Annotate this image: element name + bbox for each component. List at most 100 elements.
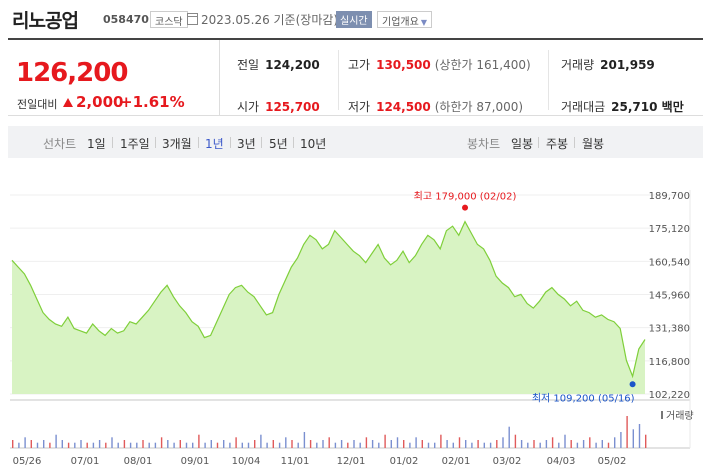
volume-bar bbox=[502, 437, 504, 448]
volume-bar bbox=[266, 442, 268, 448]
amount-value: 25,710 백만 bbox=[611, 100, 684, 114]
volume-bar bbox=[403, 440, 405, 448]
calendar-icon bbox=[187, 13, 198, 25]
period-1y[interactable]: 1년 bbox=[205, 137, 224, 151]
period-1d[interactable]: 1일 bbox=[87, 137, 106, 151]
volume-bar bbox=[589, 437, 591, 448]
prev-close-label: 전일 bbox=[237, 58, 260, 72]
volume-bar bbox=[61, 440, 63, 448]
volume-bar bbox=[192, 442, 194, 448]
volume-bar bbox=[359, 442, 361, 448]
volume-bar bbox=[396, 437, 399, 448]
period-3y[interactable]: 3년 bbox=[237, 137, 256, 151]
volume-bar bbox=[241, 442, 243, 448]
y-tick-label: 102,220 bbox=[649, 390, 690, 401]
open-label: 시가 bbox=[237, 100, 260, 114]
volume-bar bbox=[254, 440, 256, 448]
y-tick-label: 116,800 bbox=[649, 357, 690, 368]
high-value: 130,500 bbox=[376, 58, 431, 72]
volume-bar bbox=[434, 442, 436, 448]
high-label: 고가 bbox=[348, 58, 371, 72]
volume-bar bbox=[427, 442, 430, 448]
upper-limit: (상한가 161,400) bbox=[434, 58, 531, 72]
volume-bar bbox=[620, 432, 622, 448]
volume-bar bbox=[645, 434, 647, 448]
x-tick-label: 11/01 bbox=[281, 456, 310, 467]
candle-weekly[interactable]: 주봉 bbox=[546, 137, 569, 151]
up-triangle-icon bbox=[63, 98, 73, 107]
volume-bar bbox=[278, 442, 281, 448]
x-tick-label: 04/03 bbox=[547, 456, 576, 467]
volume-bar bbox=[514, 434, 517, 448]
volume-bar bbox=[558, 442, 560, 448]
chevron-down-icon: ▼ bbox=[420, 18, 427, 27]
amount-label: 거래대금 bbox=[561, 100, 606, 114]
volume-bar bbox=[198, 434, 200, 448]
y-tick-label: 145,960 bbox=[649, 291, 690, 302]
volume-cell: 거래량 201,959 bbox=[561, 56, 655, 73]
volume-bar bbox=[471, 442, 473, 448]
volume-bar bbox=[303, 432, 306, 448]
candle-monthly[interactable]: 월봉 bbox=[582, 137, 605, 151]
volume-bar bbox=[117, 442, 119, 448]
volume-bar bbox=[365, 437, 368, 448]
volume-bar bbox=[421, 440, 423, 448]
volume-bar bbox=[129, 442, 132, 448]
volume-bar bbox=[347, 442, 349, 448]
period-5y[interactable]: 5년 bbox=[269, 137, 288, 151]
volume-bar bbox=[458, 437, 461, 448]
current-price-box: 126,200 전일대비 2,000 +1.61% bbox=[8, 40, 220, 116]
volume-bar bbox=[30, 440, 32, 448]
volume-bar bbox=[173, 442, 175, 448]
volume-bar bbox=[74, 442, 76, 448]
y-tick-label: 175,120 bbox=[649, 224, 690, 235]
volume-bar bbox=[167, 440, 169, 448]
low-cell: 저가 124,500 (하한가 87,000) bbox=[348, 98, 523, 115]
prev-close-cell: 전일 124,200 bbox=[237, 56, 320, 73]
volume-bar bbox=[322, 440, 324, 448]
volume-bar bbox=[415, 437, 417, 448]
volume-bar bbox=[67, 442, 70, 448]
volume-bar bbox=[291, 440, 293, 448]
x-tick-label: 01/02 bbox=[390, 456, 419, 467]
volume-bar bbox=[154, 442, 157, 448]
change-label: 전일대비 bbox=[17, 98, 58, 111]
volume-bar bbox=[260, 434, 262, 448]
period-3m[interactable]: 3개월 bbox=[162, 137, 192, 151]
volume-bar bbox=[235, 437, 237, 448]
lower-limit: (하한가 87,000) bbox=[434, 100, 524, 114]
volume-label: 거래량 bbox=[561, 58, 595, 72]
volume-bar bbox=[210, 440, 212, 448]
x-tick-label: 08/01 bbox=[124, 456, 153, 467]
price-change-pct: +1.61% bbox=[120, 93, 185, 111]
volume-bar bbox=[440, 434, 442, 448]
candle-daily[interactable]: 일봉 bbox=[511, 137, 534, 151]
volume-bar bbox=[614, 437, 616, 448]
amount-cell: 거래대금 25,710 백만 bbox=[561, 98, 684, 115]
volume-bar bbox=[340, 440, 343, 448]
stock-header: 리노공업 058470 코스닥 2023.05.26 기준(장마감) 실시간 기… bbox=[0, 0, 703, 38]
y-tick-label: 189,700 bbox=[649, 191, 690, 202]
volume-legend: 거래량 bbox=[666, 410, 694, 422]
period-toolbar: 선차트 1일 1주일 3개월 1년 3년 5년 10년 봉차트 일봉 주봉 월봉 bbox=[8, 126, 703, 158]
corp-info-dropdown[interactable]: 기업개요 ▼ bbox=[377, 11, 432, 28]
price-change: 2,000 bbox=[76, 93, 124, 111]
realtime-button[interactable]: 실시간 bbox=[336, 11, 372, 28]
high-cell: 고가 130,500 (상한가 161,400) bbox=[348, 56, 531, 73]
volume-bar bbox=[477, 440, 479, 448]
period-1w[interactable]: 1주일 bbox=[120, 137, 150, 151]
price-area bbox=[12, 221, 645, 394]
line-chart-label: 선차트 bbox=[43, 137, 77, 151]
low-marker bbox=[629, 381, 636, 388]
volume-bar bbox=[105, 442, 107, 448]
volume-bar bbox=[607, 442, 610, 448]
x-tick-label: 07/01 bbox=[71, 456, 100, 467]
period-10y[interactable]: 10년 bbox=[300, 137, 327, 151]
volume-bar bbox=[638, 424, 641, 448]
volume-bar bbox=[98, 440, 101, 448]
corp-info-label: 기업개요 bbox=[382, 17, 419, 28]
volume-bar bbox=[539, 442, 541, 448]
volume-bar bbox=[465, 440, 467, 448]
stock-name: 리노공업 bbox=[12, 10, 79, 32]
stock-code: 058470 bbox=[103, 13, 149, 26]
